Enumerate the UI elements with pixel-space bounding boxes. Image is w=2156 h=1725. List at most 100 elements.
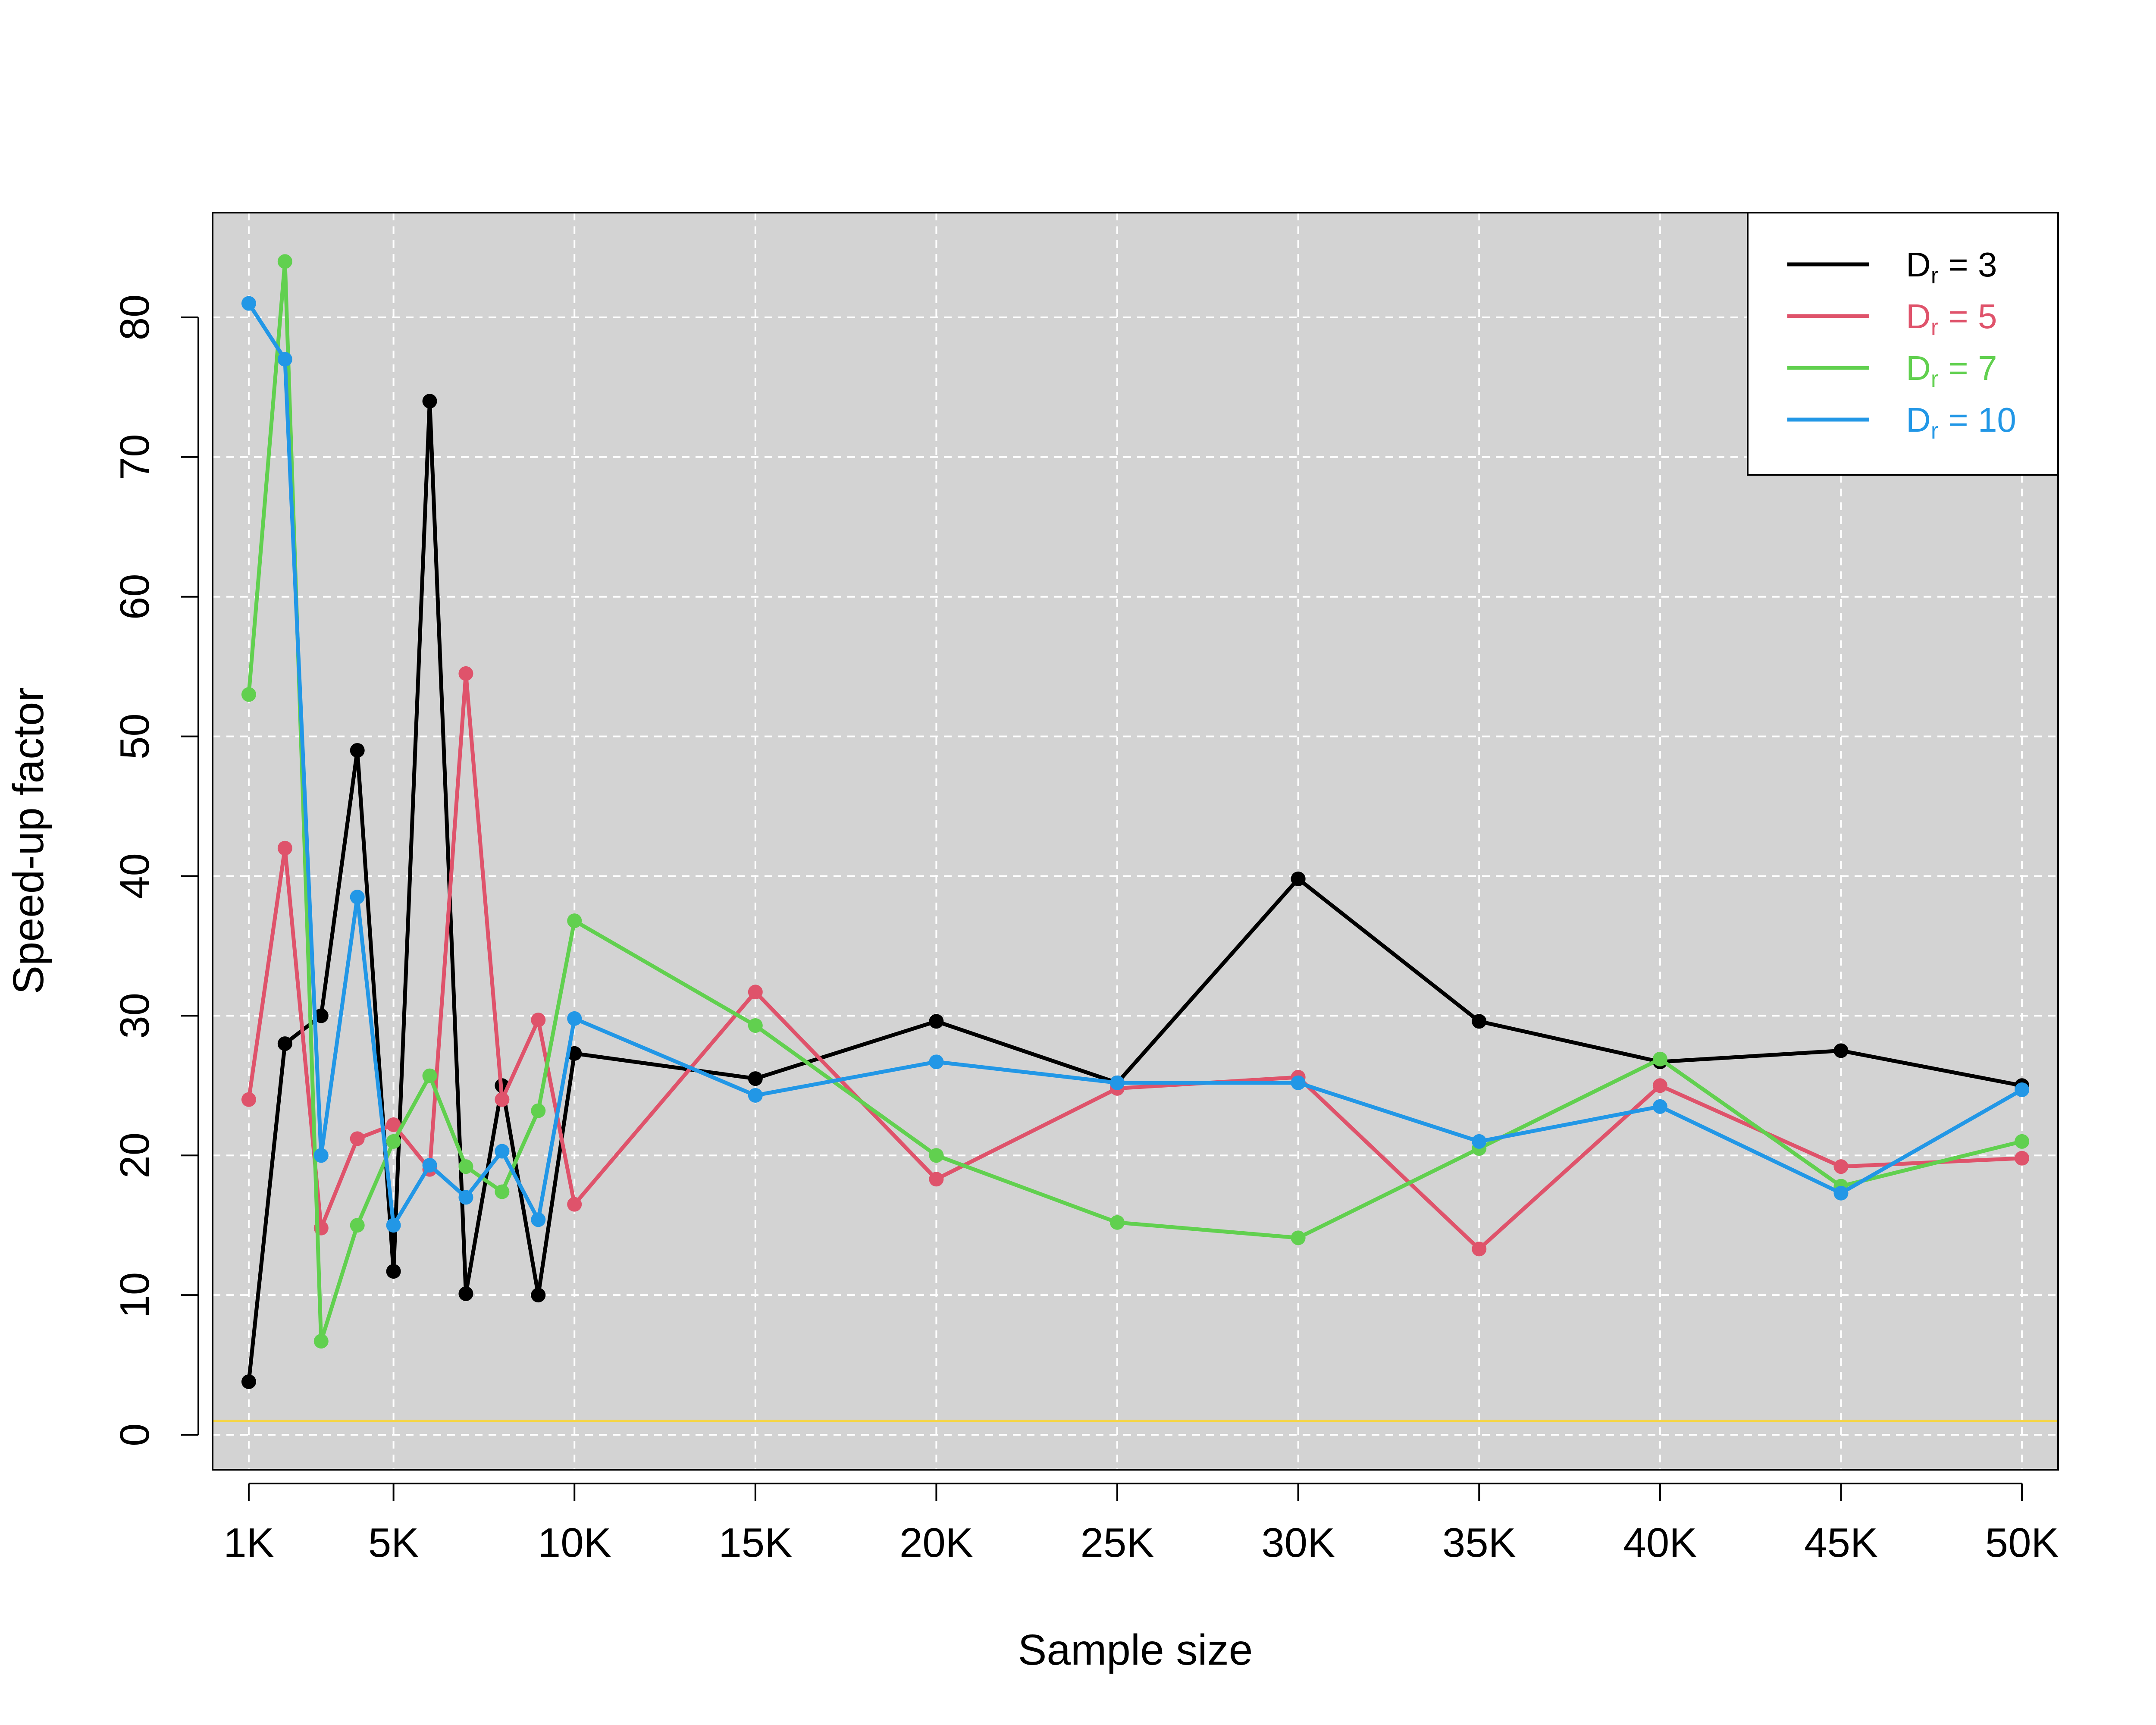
grid xyxy=(213,213,2058,1470)
y-tick-label: 30 xyxy=(112,993,158,1039)
data-point xyxy=(531,1103,546,1118)
data-point xyxy=(350,890,365,905)
data-point xyxy=(422,1157,437,1173)
data-point xyxy=(531,1013,546,1028)
data-point xyxy=(350,1131,365,1146)
data-point xyxy=(567,913,582,928)
data-point xyxy=(1652,1051,1667,1066)
series-line xyxy=(247,399,2022,1382)
data-point xyxy=(386,1218,401,1233)
data-point xyxy=(313,1148,329,1163)
data-point xyxy=(350,743,365,758)
data-point xyxy=(495,1092,510,1107)
data-point xyxy=(386,1117,401,1132)
legend: Dr = 3 Dr = 5 Dr = 7 Dr = 10 xyxy=(1747,212,2059,476)
data-point xyxy=(386,1264,401,1279)
legend-label: Dr = 5 xyxy=(1906,297,1997,340)
data-point xyxy=(241,296,256,311)
x-tick-label: 10K xyxy=(538,1520,611,1566)
data-point xyxy=(458,666,473,681)
y-tick-label: 40 xyxy=(112,853,158,899)
x-axis: 1K 5K 10K 15K 20K 25K 30K 35K 40K 45K 50K xyxy=(223,1483,2059,1566)
x-tick-label: 5K xyxy=(368,1520,419,1566)
data-point xyxy=(748,1071,763,1086)
x-tick-label: 25K xyxy=(1081,1520,1154,1566)
data-point xyxy=(277,254,292,269)
data-point xyxy=(531,1212,546,1227)
data-point xyxy=(567,1197,582,1212)
y-tick-label: 50 xyxy=(112,713,158,759)
x-axis-title: Sample size xyxy=(1018,1626,1253,1674)
data-point xyxy=(1833,1043,1849,1058)
data-point xyxy=(458,1286,473,1301)
y-axis-title: Speed-up factor xyxy=(4,687,53,994)
data-point xyxy=(241,1374,256,1389)
y-tick-label: 70 xyxy=(112,434,158,480)
data-point xyxy=(1472,1242,1487,1257)
data-point xyxy=(350,1218,365,1233)
data-point xyxy=(1291,871,1306,886)
data-point xyxy=(2015,1134,2030,1149)
data-point xyxy=(1291,1075,1306,1090)
series-group xyxy=(241,254,2030,1389)
data-point xyxy=(2015,1151,2030,1166)
data-point xyxy=(531,1288,546,1303)
y-tick-label: 80 xyxy=(112,295,158,341)
x-tick-label: 35K xyxy=(1442,1520,1516,1566)
series-2 xyxy=(241,254,2030,1349)
data-point xyxy=(1833,1186,1849,1201)
x-tick-label: 1K xyxy=(223,1520,274,1566)
data-point xyxy=(929,1054,944,1070)
x-tick-label: 20K xyxy=(899,1520,973,1566)
x-tick-label: 40K xyxy=(1623,1520,1697,1566)
x-tick-label: 50K xyxy=(1985,1520,2059,1566)
data-point xyxy=(241,687,256,702)
data-point xyxy=(422,1068,437,1083)
legend-box xyxy=(1747,212,2059,476)
data-point xyxy=(2015,1082,2030,1098)
data-point xyxy=(1652,1099,1667,1114)
data-point xyxy=(567,1011,582,1026)
data-point xyxy=(929,1148,944,1163)
data-point xyxy=(1652,1078,1667,1093)
y-tick-label: 20 xyxy=(112,1132,158,1179)
y-axis: 0 10 20 30 40 50 60 70 80 xyxy=(112,295,199,1446)
data-point xyxy=(277,352,292,367)
data-point xyxy=(748,985,763,1000)
legend-label: Dr = 7 xyxy=(1906,349,1997,392)
plot-frame xyxy=(212,212,2059,1471)
data-point xyxy=(1833,1159,1849,1174)
data-point xyxy=(929,1014,944,1029)
x-tick-label: 45K xyxy=(1804,1520,1878,1566)
data-point xyxy=(422,394,437,409)
data-point xyxy=(1472,1134,1487,1149)
data-point xyxy=(313,1008,329,1023)
data-point xyxy=(748,1018,763,1033)
data-point xyxy=(495,1184,510,1199)
data-point xyxy=(1110,1075,1125,1090)
data-point xyxy=(748,1088,763,1103)
y-tick-label: 0 xyxy=(112,1423,158,1446)
data-point xyxy=(277,1036,292,1051)
data-point xyxy=(241,1092,256,1107)
data-point xyxy=(1472,1014,1487,1029)
data-point xyxy=(929,1172,944,1187)
data-point xyxy=(1110,1215,1125,1230)
series-3 xyxy=(241,296,2030,1233)
data-point xyxy=(386,1134,401,1149)
data-point xyxy=(495,1144,510,1159)
y-tick-label: 10 xyxy=(112,1272,158,1318)
x-tick-label: 15K xyxy=(718,1520,792,1566)
data-point xyxy=(313,1334,329,1349)
series-line xyxy=(247,259,2023,1343)
data-point xyxy=(458,1190,473,1205)
data-point xyxy=(277,841,292,856)
x-tick-label: 30K xyxy=(1261,1520,1335,1566)
series-line xyxy=(247,302,2023,1227)
data-point xyxy=(458,1159,473,1174)
y-tick-label: 60 xyxy=(112,574,158,620)
legend-label: Dr = 3 xyxy=(1906,245,1997,289)
data-point xyxy=(1291,1230,1306,1245)
legend-label: Dr = 10 xyxy=(1906,401,2016,444)
